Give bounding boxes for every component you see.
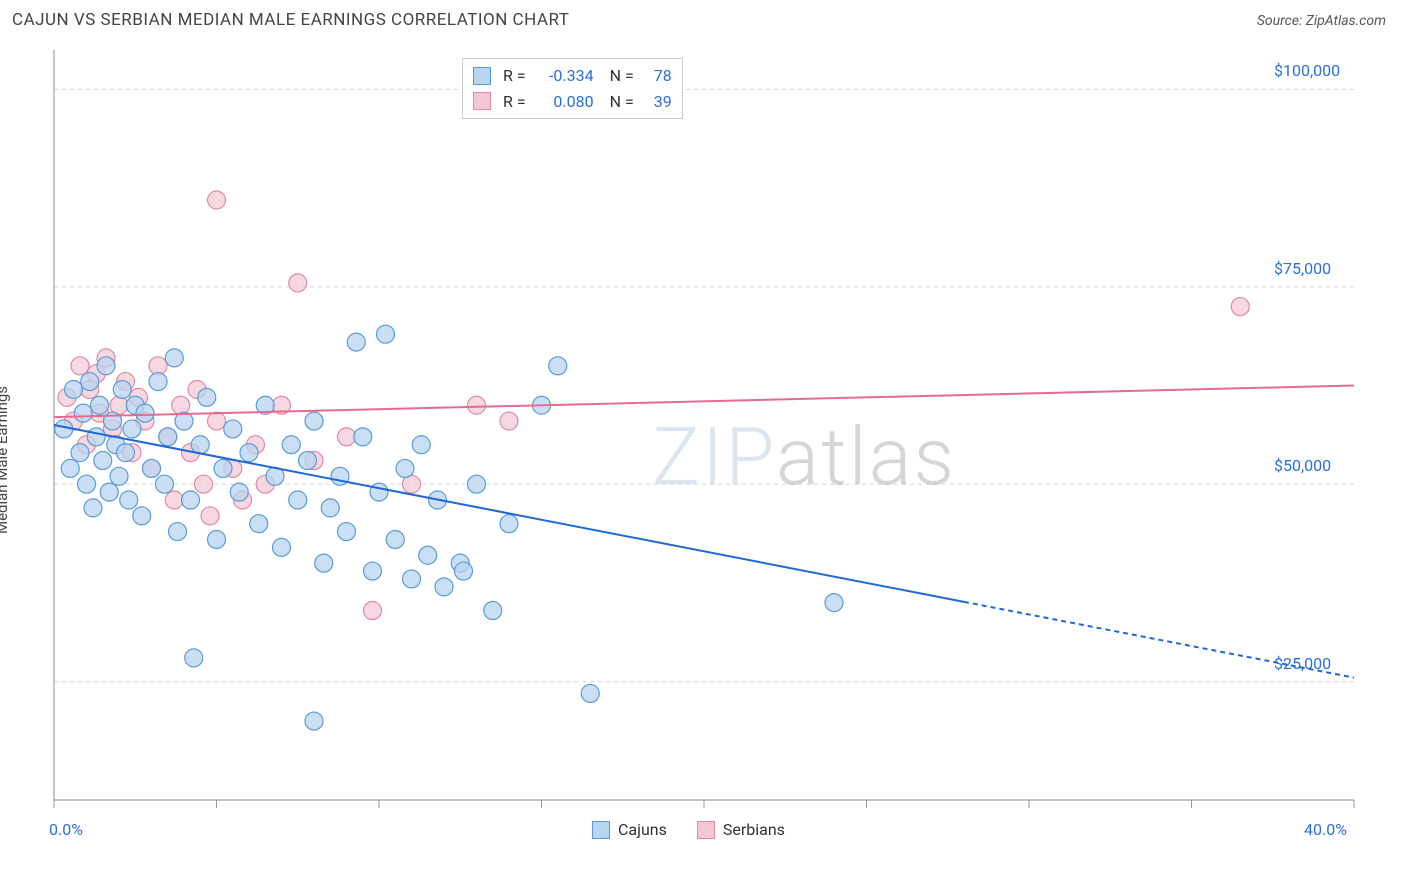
legend-row-serbians: R = 0.080 N = 39 (473, 89, 672, 115)
y-tick-label: $50,000 (1274, 456, 1331, 475)
chart-area: Median Male Earnings ZIPatlas R = -0.334… (12, 40, 1394, 880)
x-axis-start: 0.0% (49, 820, 83, 839)
swatch-cajuns-bottom (592, 821, 610, 839)
swatch-serbians (473, 92, 491, 110)
legend-item-serbians: Serbians (697, 820, 785, 839)
y-tick-label: $100,000 (1274, 61, 1340, 80)
legend-row-cajuns: R = -0.334 N = 78 (473, 63, 672, 89)
legend-item-cajuns: Cajuns (592, 820, 667, 839)
y-tick-label: $25,000 (1274, 654, 1331, 673)
y-tick-label: $75,000 (1274, 259, 1331, 278)
correlation-legend: R = -0.334 N = 78 R = 0.080 N = 39 (462, 58, 683, 119)
x-axis-end: 40.0% (1304, 820, 1347, 839)
scatter-plot (12, 40, 1394, 860)
source-label: Source: ZipAtlas.com (1257, 13, 1386, 29)
swatch-serbians-bottom (697, 821, 715, 839)
y-axis-label: Median Male Earnings (0, 386, 11, 534)
series-legend: Cajuns Serbians (592, 820, 785, 839)
chart-title: CAJUN VS SERBIAN MEDIAN MALE EARNINGS CO… (12, 10, 569, 30)
swatch-cajuns (473, 67, 491, 85)
